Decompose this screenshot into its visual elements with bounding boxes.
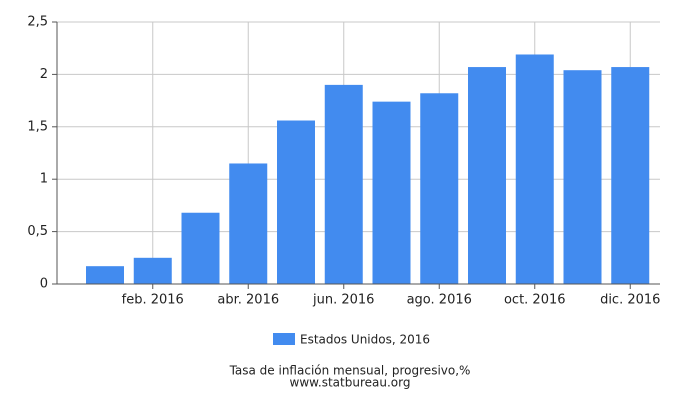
y-tick-label: 0,5 <box>27 224 48 239</box>
y-tick-label: 1,5 <box>27 119 48 134</box>
bar <box>324 84 363 284</box>
legend-swatch <box>273 333 295 345</box>
bar <box>86 266 124 284</box>
y-tick-label: 0 <box>40 277 48 292</box>
bar <box>181 212 220 284</box>
x-tick-label: abr. 2016 <box>217 293 279 308</box>
source: www.statbureau.org <box>290 376 411 390</box>
y-tick-label: 2 <box>40 67 48 82</box>
x-tick-label: dic. 2016 <box>600 293 660 308</box>
bar <box>468 67 506 285</box>
bar <box>563 70 602 284</box>
bar <box>611 67 650 285</box>
y-tick-label: 2,5 <box>27 15 48 30</box>
bar <box>229 163 268 284</box>
bar <box>277 120 315 285</box>
y-tick-label: 1 <box>40 172 48 187</box>
x-tick-label: ago. 2016 <box>407 293 472 308</box>
x-tick-label: jun. 2016 <box>312 293 374 308</box>
bar <box>515 54 554 284</box>
x-tick-label: oct. 2016 <box>504 293 566 308</box>
bar <box>372 101 411 284</box>
caption: Tasa de inflación mensual, progresivo,% <box>229 364 471 378</box>
x-tick-label: feb. 2016 <box>122 293 184 308</box>
bar <box>133 257 172 284</box>
bar <box>420 93 459 284</box>
legend-label: Estados Unidos, 2016 <box>300 333 430 347</box>
